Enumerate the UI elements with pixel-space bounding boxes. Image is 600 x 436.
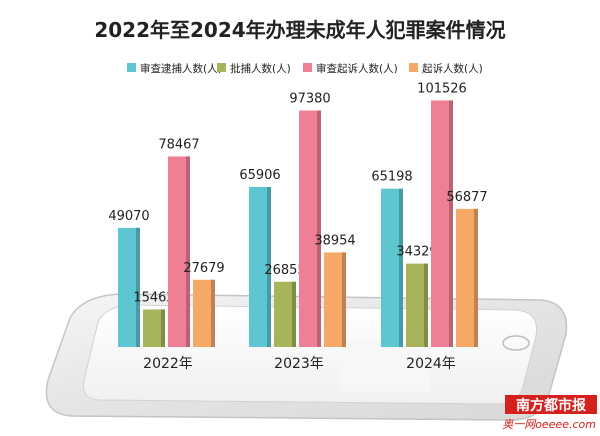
data-label: 65906 <box>239 168 280 183</box>
legend-label: 起诉人数(人) <box>422 62 483 75</box>
watermark: 南方都市报 奥一网oeeee.com <box>502 395 597 431</box>
legend-label: 审查逮捕人数(人) <box>140 62 222 75</box>
phone-home-button <box>502 335 530 351</box>
legend-swatch <box>217 63 226 72</box>
bar <box>299 110 321 348</box>
legend-swatch <box>127 63 136 72</box>
bar <box>193 279 215 347</box>
legend: 审查逮捕人数(人) 批捕人数(人) 审查起诉人数(人) 起诉人数(人) <box>127 62 483 75</box>
watermark-brand: 南方都市报 <box>516 397 586 414</box>
category-labels: 2022年 2023年 2024年 <box>143 356 456 372</box>
data-label: 78467 <box>158 137 199 152</box>
data-label: 26855 <box>264 263 305 278</box>
bar <box>431 100 453 347</box>
bar-side <box>342 252 346 347</box>
bar-side <box>186 156 190 347</box>
bar <box>324 252 346 347</box>
category-label: 2022年 <box>143 356 193 372</box>
bar-side <box>211 279 215 347</box>
legend-label: 批捕人数(人) <box>230 62 291 75</box>
bar-side <box>424 263 428 347</box>
bar-side <box>449 100 453 347</box>
data-label: 101526 <box>417 81 467 96</box>
legend-label: 审查起诉人数(人) <box>316 62 398 75</box>
bar-group: 49070 15462 78467 27679 65906 26855 97380 38954… <box>108 81 488 348</box>
bar-side <box>399 188 403 347</box>
data-label: 65198 <box>371 170 412 185</box>
legend-swatch <box>409 63 418 72</box>
chart-title: 2022年至2024年办理未成年人犯罪案件情况 <box>94 18 505 42</box>
data-label: 97380 <box>289 92 330 107</box>
data-label: 38954 <box>314 233 355 248</box>
bar-side <box>136 227 140 347</box>
bar-side <box>474 208 478 347</box>
data-label: 49070 <box>108 209 149 224</box>
bar <box>381 188 403 347</box>
data-label: 27679 <box>183 261 224 276</box>
watermark-brand-badge <box>505 395 597 414</box>
bar-side <box>292 281 296 347</box>
data-label: 15462 <box>133 290 174 305</box>
bar-side <box>161 309 165 347</box>
bar-side <box>267 186 271 347</box>
legend-swatch <box>303 63 312 72</box>
category-label: 2024年 <box>406 356 456 372</box>
data-label: 56877 <box>446 190 487 205</box>
bar <box>118 227 140 347</box>
bar <box>168 156 190 347</box>
bar <box>143 309 165 347</box>
bar <box>249 186 271 347</box>
bar-side <box>317 110 321 348</box>
data-label: 34329 <box>396 245 437 260</box>
category-label: 2023年 <box>274 356 324 372</box>
watermark-site: 奥一网oeeee.com <box>502 418 596 431</box>
bar <box>456 208 478 347</box>
bar <box>274 281 296 347</box>
bar <box>406 263 428 347</box>
phone-reflection <box>340 340 430 392</box>
